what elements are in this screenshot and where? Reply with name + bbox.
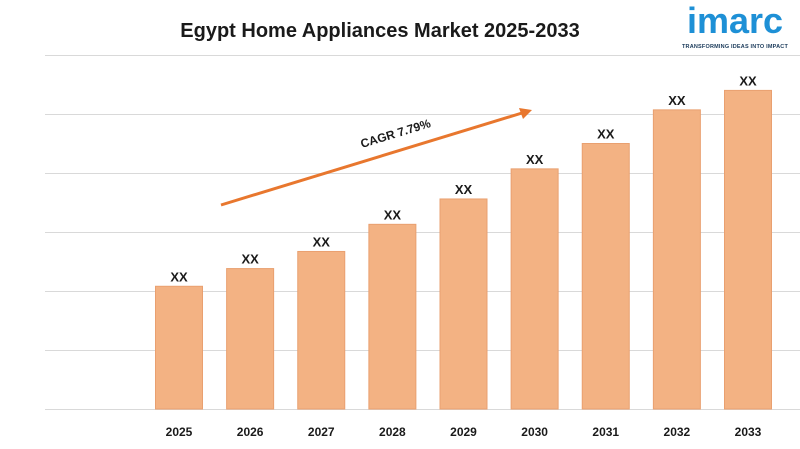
bar-2028 [368,223,417,410]
x-tick-2025: 2025 [166,425,193,439]
data-label-2027: XX [313,234,331,249]
x-tick-2028: 2028 [379,425,406,439]
bar-2029 [439,198,488,410]
x-tick-2033: 2033 [735,425,762,439]
data-label-2025: XX [170,269,188,284]
cagr-label: CAGR 7.79% [359,116,433,151]
bar-2026 [226,268,275,410]
logo-wordmark: imarc [686,0,784,41]
x-tick-2027: 2027 [308,425,335,439]
chart-title: Egypt Home Appliances Market 2025-2033 [180,20,580,42]
bar-2025 [155,285,203,410]
x-tick-2030: 2030 [521,425,548,439]
bar-2030 [510,168,559,410]
x-axis-ticks: 2025 2026 2027 2028 2029 2030 2031 2032 2033 [166,425,762,439]
data-label-2033: XX [739,73,757,88]
cagr-annotation: CAGR 7.79% [220,108,532,207]
imarc-logo: imarc TRANSFORMING IDEAS INTO IMPACT [676,0,794,54]
data-label-2032: XX [668,93,686,108]
x-tick-2029: 2029 [450,425,477,439]
bar-2027 [297,250,346,410]
logo-tagline: TRANSFORMING IDEAS INTO IMPACT [681,44,789,50]
x-tick-2031: 2031 [592,425,619,439]
data-labels: XX XX XX XX XX XX XX XX XX [170,73,757,284]
bar-2031 [581,143,630,410]
data-label-2028: XX [384,207,402,222]
cagr-arrowhead [519,108,532,119]
x-tick-2032: 2032 [664,425,691,439]
x-tick-2026: 2026 [237,425,264,439]
bar-2033 [724,89,772,410]
bar-2032 [652,109,701,410]
bars [155,89,772,410]
data-label-2031: XX [597,127,615,142]
cagr-arrow [220,111,523,207]
data-label-2026: XX [241,252,259,267]
data-label-2030: XX [526,152,544,167]
data-label-2029: XX [455,182,473,197]
